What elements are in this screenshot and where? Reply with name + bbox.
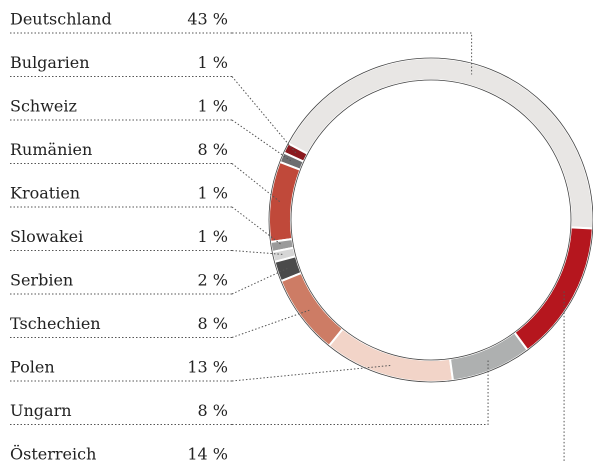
leader-line xyxy=(231,76,297,154)
value-label: 1 % xyxy=(198,53,228,72)
value-label: 8 % xyxy=(198,314,228,333)
legend-label: Rumänien xyxy=(10,140,92,159)
donut-slice xyxy=(286,57,593,230)
value-label: 1 % xyxy=(198,227,228,246)
donut-slice xyxy=(327,327,455,383)
legend-label: Schweiz xyxy=(10,97,77,116)
donut-slice xyxy=(279,271,345,348)
value-label: 2 % xyxy=(198,271,228,290)
legend-label: Tschechien xyxy=(10,314,101,333)
legend-label: Serbien xyxy=(10,271,73,290)
ring-inner-outline xyxy=(290,79,572,361)
ring-outline xyxy=(268,57,593,383)
legend-label: Deutschland xyxy=(10,10,112,29)
value-label: 8 % xyxy=(198,140,228,159)
leader-line xyxy=(231,250,285,255)
legend-label: Ungarn xyxy=(10,401,72,420)
value-label: 13 % xyxy=(187,358,228,377)
legend-label: Österreich xyxy=(10,444,96,464)
leader-line xyxy=(231,309,310,338)
value-label: 43 % xyxy=(187,10,228,29)
value-label: 8 % xyxy=(198,401,228,420)
legend-label: Slowakei xyxy=(10,227,83,246)
legend-label: Polen xyxy=(10,358,55,377)
donut-slice xyxy=(268,160,302,244)
value-label: 14 % xyxy=(187,445,228,464)
value-label: 1 % xyxy=(198,97,228,116)
leader-line xyxy=(232,32,473,75)
value-label: 1 % xyxy=(198,184,228,203)
donut-slice xyxy=(513,226,593,352)
leader-line xyxy=(231,119,293,162)
legend-label: Kroatien xyxy=(10,184,80,203)
legend-label: Bulgarien xyxy=(10,53,90,72)
leader-line xyxy=(232,359,489,425)
leader-line xyxy=(231,206,283,246)
